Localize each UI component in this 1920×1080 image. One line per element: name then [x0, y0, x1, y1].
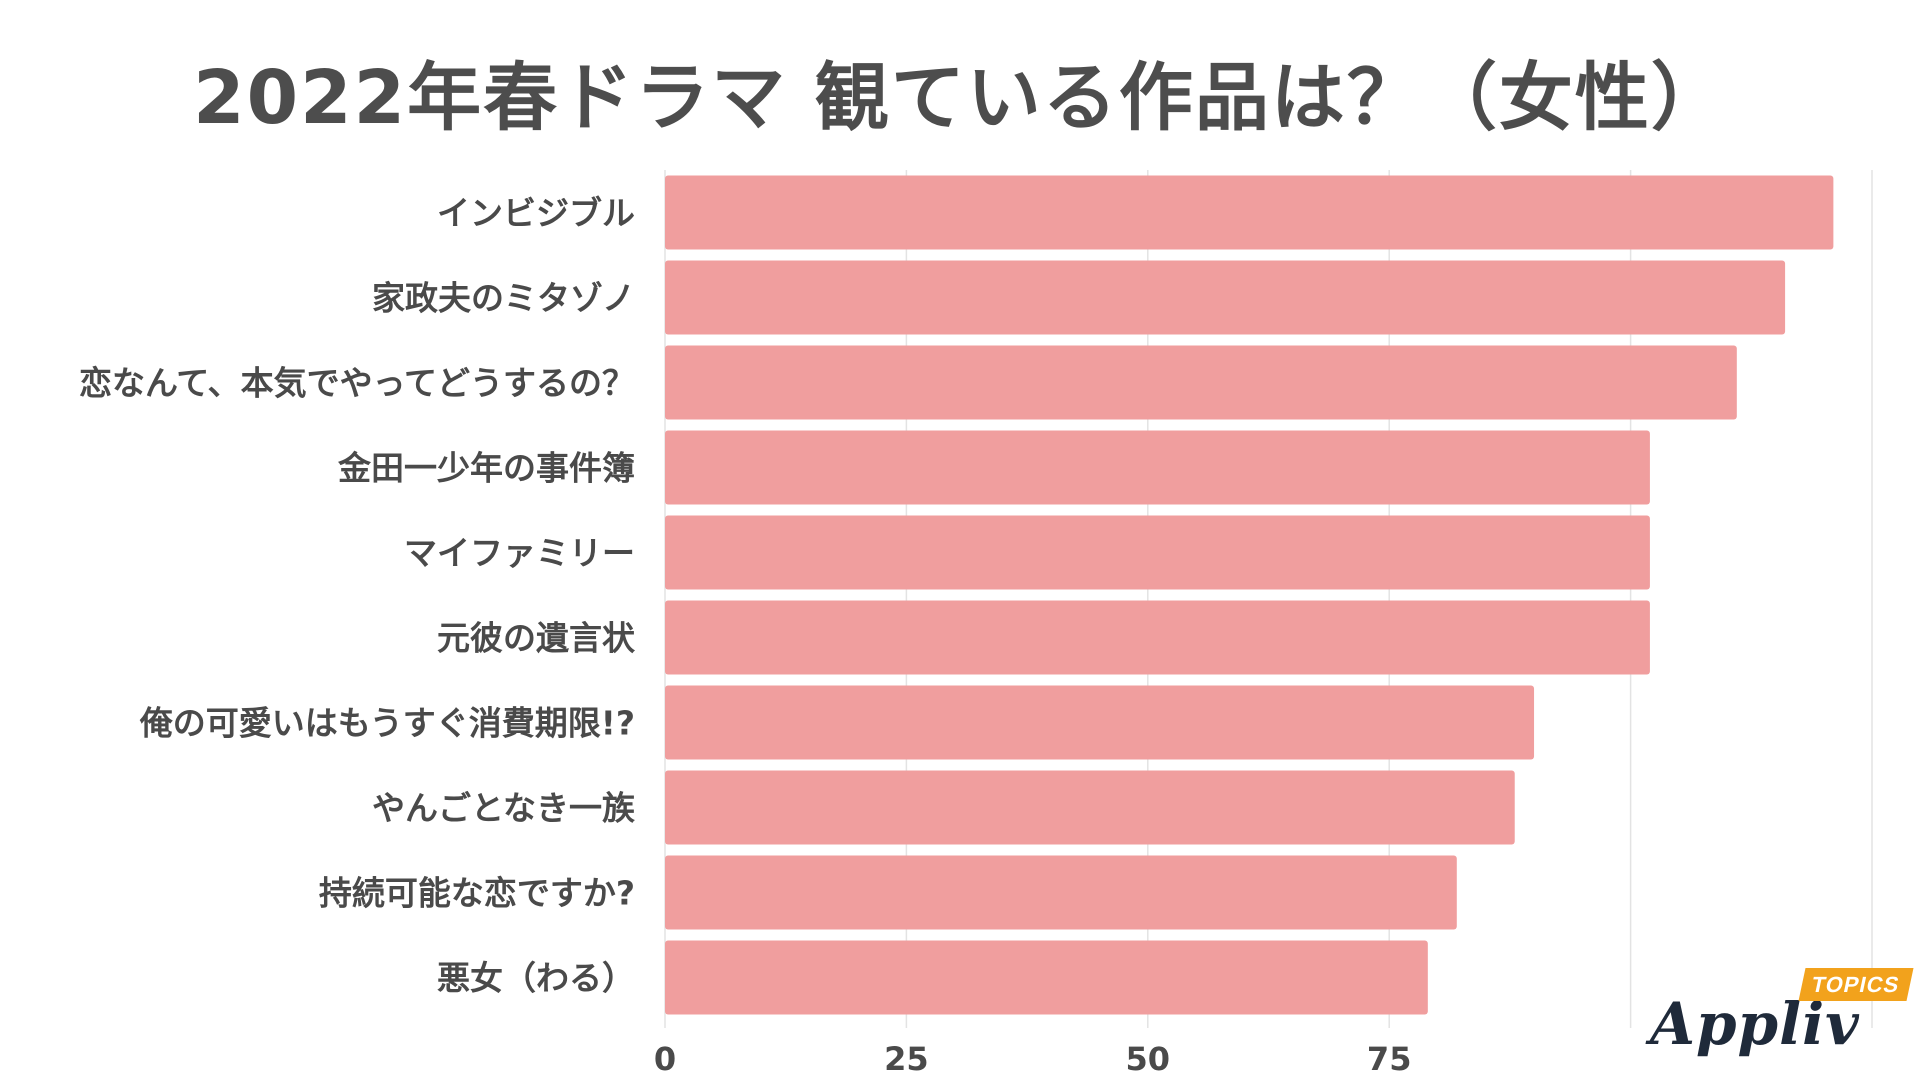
- bar: [665, 855, 1457, 930]
- category-label: 元彼の遺言状: [437, 619, 636, 658]
- bar: [665, 430, 1650, 505]
- bar: [665, 515, 1650, 590]
- x-tick-label: 75: [1367, 1040, 1412, 1078]
- appliv-topics-logo: Appliv TOPICS: [1650, 968, 1914, 1068]
- category-label: インビジブル: [437, 194, 635, 233]
- category-label: マイファミリー: [404, 534, 635, 573]
- bar: [665, 345, 1737, 420]
- category-label: 家政夫のミタゾノ: [372, 279, 635, 318]
- x-tick-label: 0: [654, 1040, 676, 1078]
- brand-tag: TOPICS: [1798, 968, 1914, 1001]
- brand-name: Appliv: [1650, 990, 1860, 1058]
- bar: [665, 685, 1535, 760]
- bars: [665, 175, 1834, 1015]
- category-label: 金田一少年の事件簿: [337, 449, 635, 488]
- category-label: 持続可能な恋ですか?: [319, 874, 635, 913]
- category-label: 俺の可愛いはもうすぐ消費期限!?: [139, 704, 635, 743]
- x-tick-label: 50: [1126, 1040, 1171, 1078]
- x-axis-ticks: 0 25 50 75: [654, 1040, 1412, 1078]
- bar: [665, 600, 1650, 675]
- x-tick-label: 25: [884, 1040, 929, 1078]
- category-label: 恋なんて、本気でやってどうするの？: [79, 364, 635, 403]
- category-label: 悪女（わる）: [437, 959, 635, 998]
- bar: [665, 175, 1834, 250]
- bar: [665, 260, 1786, 335]
- bar: [665, 940, 1428, 1015]
- bar: [665, 770, 1515, 845]
- chart-title: 2022年春ドラマ 観ている作品は？（女性）: [193, 55, 1727, 141]
- category-label: やんごとなき一族: [372, 789, 635, 828]
